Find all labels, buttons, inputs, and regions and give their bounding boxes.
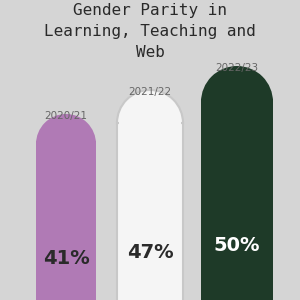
Bar <box>119 120 181 124</box>
Wedge shape <box>117 90 183 123</box>
Text: 50%: 50% <box>214 236 260 255</box>
Bar <box>117 123 183 300</box>
Text: 2021/22: 2021/22 <box>128 87 172 97</box>
Text: Gender Parity in
Learning, Teaching and
Web: Gender Parity in Learning, Teaching and … <box>44 3 256 60</box>
Bar <box>201 99 273 103</box>
Text: 47%: 47% <box>127 242 173 262</box>
Wedge shape <box>36 114 96 144</box>
Text: 41%: 41% <box>43 249 89 268</box>
Bar <box>36 144 96 300</box>
Bar <box>36 141 96 146</box>
Text: 2022/23: 2022/23 <box>215 63 259 73</box>
Bar <box>201 102 273 300</box>
Text: 2020/21: 2020/21 <box>44 112 88 122</box>
Wedge shape <box>201 66 273 102</box>
